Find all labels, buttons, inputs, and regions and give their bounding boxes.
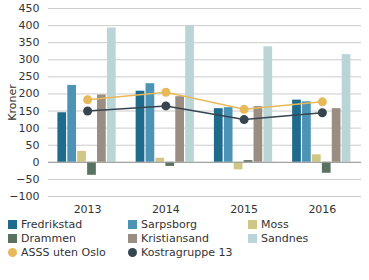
svg-text:−100: −100	[9, 190, 39, 203]
svg-text:2015: 2015	[230, 203, 258, 216]
html-text:Sarpsborg: Sarpsborg	[141, 218, 197, 231]
svg-text:50: 50	[26, 139, 40, 152]
svg-text:2014: 2014	[152, 203, 180, 216]
svg-text:450: 450	[19, 2, 40, 15]
svg-text:200: 200	[19, 87, 40, 100]
svg-text:400: 400	[19, 19, 40, 32]
svg-text:100: 100	[19, 122, 40, 135]
svg-text:−50: −50	[16, 173, 39, 186]
svg-text:350: 350	[19, 36, 40, 49]
svg-text:0: 0	[33, 156, 40, 169]
svg-text:250: 250	[19, 70, 40, 83]
svg-text:Kroner: Kroner	[6, 84, 19, 121]
svg-text:150: 150	[19, 105, 40, 118]
svg-text:300: 300	[19, 53, 40, 66]
html-text:Moss: Moss	[261, 218, 289, 231]
svg-text:2013: 2013	[74, 203, 102, 216]
html-text:ASSS uten Oslo: ASSS uten Oslo	[21, 246, 106, 259]
svg-text:2016: 2016	[308, 203, 336, 216]
html-text:Kostragruppe 13: Kostragruppe 13	[141, 246, 233, 259]
html-text:Kristiansand: Kristiansand	[141, 232, 209, 245]
html-text:Fredrikstad: Fredrikstad	[21, 218, 83, 231]
html-text:Drammen: Drammen	[21, 232, 76, 245]
html-text:Sandnes: Sandnes	[261, 232, 309, 245]
